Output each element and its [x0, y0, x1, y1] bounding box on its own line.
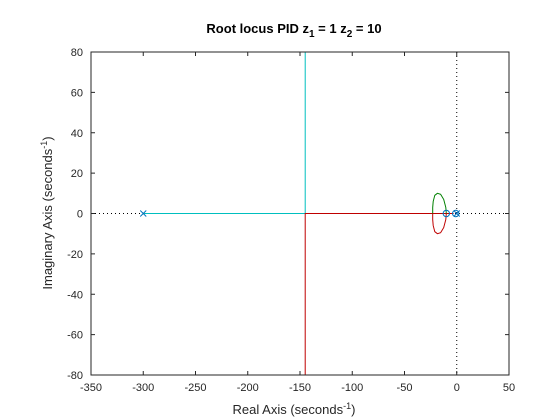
x-tick-label: -100 — [341, 382, 363, 394]
chart-title: Root locus PID z1 = 1 z2 = 10 — [206, 21, 381, 40]
y-tick-label: -20 — [67, 249, 83, 261]
locus-branch-2 — [304, 213, 454, 375]
x-axis-label: Real Axis (seconds-1) — [233, 401, 356, 417]
y-tick-label: 40 — [71, 128, 83, 140]
x-tick-label: 0 — [454, 382, 460, 394]
pole-marker-1 — [139, 210, 147, 217]
x-tick-label: -200 — [237, 382, 259, 394]
zero-marker-2 — [442, 209, 450, 218]
y-tick-label: -80 — [67, 370, 83, 382]
y-tick-label: 20 — [71, 168, 83, 180]
x-tick-label: -350 — [80, 382, 102, 394]
y-tick-label: 80 — [71, 47, 83, 59]
y-tick-label: 0 — [77, 209, 83, 221]
x-tick-label: 50 — [503, 382, 515, 394]
pole-zero-markers — [139, 209, 461, 218]
x-tick-label: -250 — [184, 382, 206, 394]
locus-branch-4 — [432, 192, 447, 214]
x-tick-label: -50 — [397, 382, 413, 394]
y-tick-label: -60 — [67, 330, 83, 342]
zero-marker-1 — [452, 209, 460, 218]
y-tick-label: -40 — [67, 289, 83, 301]
y-axis-label: Imaginary Axis (seconds-1) — [39, 136, 55, 289]
x-tick-label: -150 — [289, 382, 311, 394]
y-tick-label: 60 — [71, 87, 83, 99]
axis-ticks: -350 -300 -250 -200 -150 -100 -50 0 50-80-60-40-… — [67, 47, 515, 394]
x-tick-label: -300 — [132, 382, 154, 394]
plot-area — [91, 52, 509, 375]
locus-branch-3 — [432, 213, 447, 235]
